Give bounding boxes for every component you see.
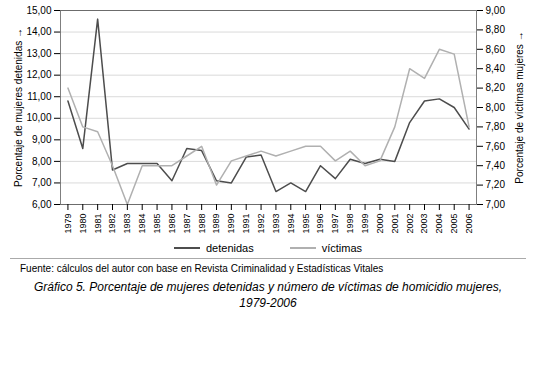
svg-text:1996: 1996 <box>315 214 325 234</box>
html-text:detenidas: detenidas <box>206 242 254 254</box>
svg-text:8,00: 8,00 <box>486 102 506 113</box>
svg-text:1981: 1981 <box>93 214 103 234</box>
svg-text:1985: 1985 <box>152 214 162 234</box>
svg-text:Porcentaje de mujeres detenida: Porcentaje de mujeres detenidas → <box>13 28 24 187</box>
svg-text:7,60: 7,60 <box>486 141 506 152</box>
svg-text:Porcentaje de víctimas mujeres: Porcentaje de víctimas mujeres → <box>514 31 525 183</box>
svg-text:8,60: 8,60 <box>486 44 506 55</box>
svg-text:1997: 1997 <box>330 214 340 234</box>
svg-text:1984: 1984 <box>137 214 147 234</box>
svg-text:1983: 1983 <box>122 214 132 234</box>
svg-text:8,00: 8,00 <box>32 156 52 167</box>
svg-text:11,00: 11,00 <box>27 91 52 102</box>
svg-text:2006: 2006 <box>464 214 474 234</box>
svg-text:1991: 1991 <box>241 214 251 234</box>
svg-text:1998: 1998 <box>345 214 355 234</box>
svg-text:8,40: 8,40 <box>486 63 506 74</box>
svg-text:1993: 1993 <box>271 214 281 234</box>
html-text:Gráfico 5. Porcentaje de mujer: Gráfico 5. Porcentaje de mujeres detenid… <box>33 280 503 310</box>
svg-text:1988: 1988 <box>197 214 207 234</box>
svg-text:6,00: 6,00 <box>32 199 52 210</box>
svg-text:1994: 1994 <box>286 214 296 234</box>
svg-text:2004: 2004 <box>434 214 444 234</box>
svg-text:7,00: 7,00 <box>486 199 506 210</box>
svg-text:7,40: 7,40 <box>486 160 506 171</box>
svg-text:1980: 1980 <box>78 214 88 234</box>
svg-text:1995: 1995 <box>301 214 311 234</box>
svg-text:8,20: 8,20 <box>486 82 506 93</box>
svg-text:13,00: 13,00 <box>26 48 51 59</box>
svg-text:8,80: 8,80 <box>486 24 506 35</box>
svg-text:15,00: 15,00 <box>26 5 51 16</box>
svg-text:7,20: 7,20 <box>486 179 506 190</box>
svg-text:7,80: 7,80 <box>486 121 506 132</box>
svg-text:2001: 2001 <box>390 214 400 234</box>
svg-text:10,00: 10,00 <box>26 112 51 123</box>
svg-text:1986: 1986 <box>167 214 177 234</box>
html-text:víctimas: víctimas <box>321 242 362 254</box>
svg-text:14,00: 14,00 <box>26 26 51 37</box>
html-text:Fuente: cálculos del autor con: Fuente: cálculos del autor con base en R… <box>20 263 384 274</box>
svg-text:1992: 1992 <box>256 214 266 234</box>
svg-text:2003: 2003 <box>419 214 429 234</box>
svg-text:2000: 2000 <box>375 214 385 234</box>
svg-text:9,00: 9,00 <box>32 134 52 145</box>
svg-text:1990: 1990 <box>226 214 236 234</box>
svg-text:1979: 1979 <box>63 214 73 234</box>
svg-text:2005: 2005 <box>449 214 459 234</box>
svg-text:1989: 1989 <box>211 214 221 234</box>
svg-text:12,00: 12,00 <box>26 69 51 80</box>
svg-text:1987: 1987 <box>182 214 192 234</box>
svg-text:1982: 1982 <box>107 214 117 234</box>
svg-text:1999: 1999 <box>360 214 370 234</box>
svg-text:7,00: 7,00 <box>32 177 52 188</box>
svg-text:2002: 2002 <box>405 214 415 234</box>
svg-text:9,00: 9,00 <box>486 5 506 16</box>
